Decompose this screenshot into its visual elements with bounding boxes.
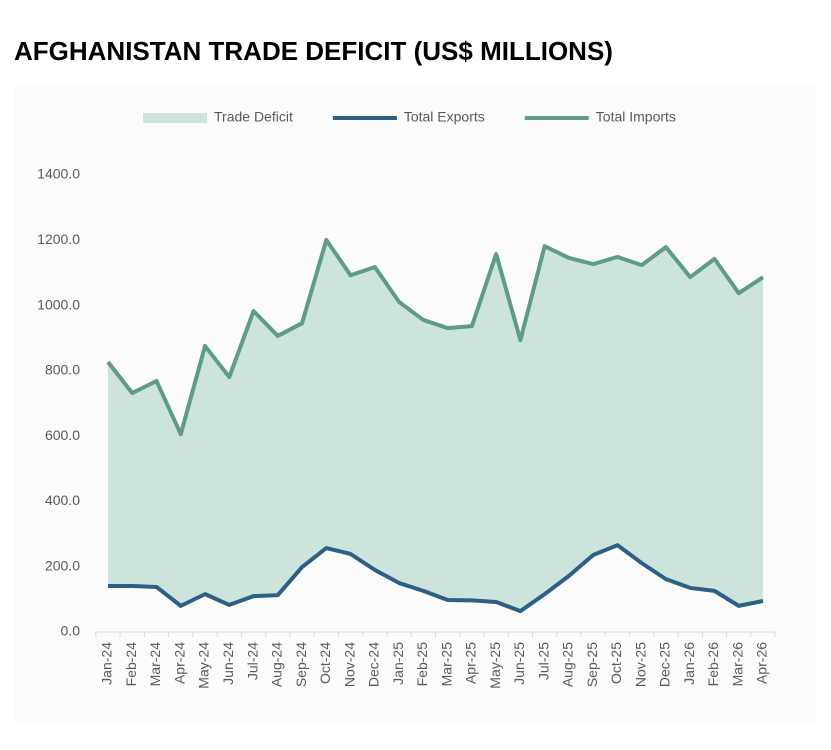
x-tick-label: Jan-25 [390,642,406,685]
x-tick-label: Apr-26 [754,642,770,684]
x-tick-label: Jul-24 [244,642,260,680]
deficit-area [108,239,763,612]
x-tick-label: Jan-26 [681,642,697,685]
x-tick-label: Apr-25 [463,642,479,684]
y-tick-label: 1400.0 [37,166,80,182]
x-tick-label: Oct-25 [608,642,624,684]
x-tick-label: Dec-25 [657,642,673,687]
x-tick-label: Dec-24 [366,642,382,687]
x-tick-label: May-24 [196,642,212,689]
x-tick-label: Feb-26 [705,642,721,687]
y-tick-label: 0.0 [61,623,81,639]
x-tick-label: Nov-24 [341,642,357,687]
x-tick-label: Jun-24 [220,642,236,685]
x-tick-label: Mar-25 [438,642,454,687]
x-tick-label: Apr-24 [171,642,187,684]
y-tick-label: 800.0 [45,362,80,378]
x-tick-label: Feb-24 [123,642,139,687]
legend-swatch [143,113,207,123]
x-tick-label: Jul-25 [535,642,551,680]
x-tick-label: Nov-25 [632,642,648,687]
y-tick-label: 200.0 [45,557,80,573]
x-tick-label: Aug-25 [560,642,576,687]
y-tick-label: 1000.0 [37,296,80,312]
x-tick-label: Jun-25 [511,642,527,685]
x-tick-label: May-25 [487,642,503,689]
x-tick-label: Mar-26 [729,642,745,687]
x-tick-label: Sep-25 [584,642,600,687]
x-tick-label: Mar-24 [147,642,163,687]
legend-label: Total Imports [596,109,676,125]
x-tick-label: Aug-24 [269,642,285,687]
x-tick-label: Jan-24 [99,642,115,685]
y-tick-label: 400.0 [45,492,80,508]
y-tick-label: 600.0 [45,427,80,443]
legend-label: Trade Deficit [214,109,293,125]
legend-label: Total Exports [404,109,485,125]
chart-title: AFGHANISTAN TRADE DEFICIT (US$ MILLIONS) [14,36,613,66]
series-line [106,237,765,437]
x-tick-label: Oct-24 [317,642,333,684]
y-tick-label: 1200.0 [37,231,80,247]
x-tick-label: Sep-24 [293,642,309,687]
x-tick-label: Feb-25 [414,642,430,687]
series-line [108,543,764,614]
